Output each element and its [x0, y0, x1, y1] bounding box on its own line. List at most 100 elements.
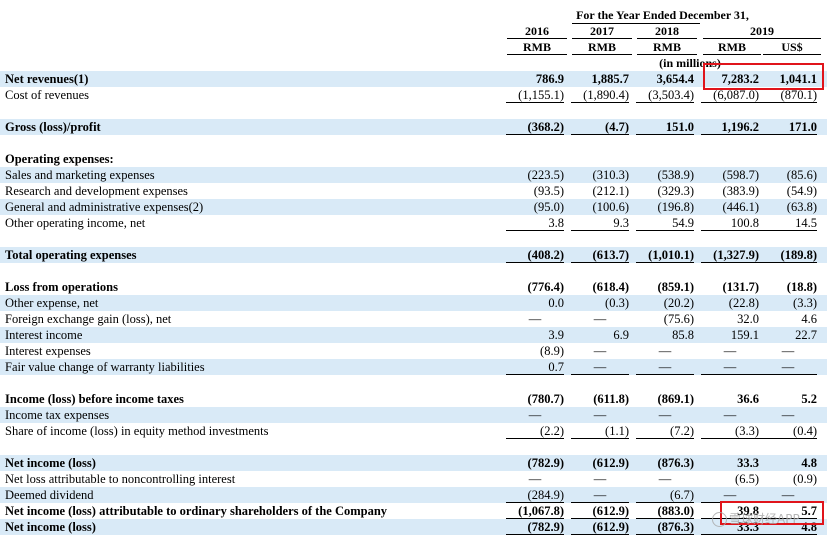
- row-label: Net income (loss): [5, 456, 96, 470]
- row-label: Other expense, net: [5, 296, 99, 310]
- cell-value: —: [759, 359, 817, 375]
- cell-value: 3.9: [548, 328, 564, 342]
- cell-value: 171.0: [759, 119, 817, 135]
- cell-value: —: [701, 359, 759, 375]
- cell-value: —: [593, 312, 607, 326]
- cell-value: (1,010.1): [636, 247, 694, 263]
- row-label: Research and development expenses: [5, 184, 188, 198]
- row-label: Other operating income, net: [5, 216, 146, 230]
- cell-value: 100.8: [701, 215, 759, 231]
- table-row-net-revenues: Net revenues(1) 786.9 1,885.7 3,654.4 7,283.…: [0, 71, 827, 87]
- cell-value: —: [571, 359, 629, 375]
- row-label: Share of income (loss) in equity method …: [5, 424, 269, 438]
- row-label: Net revenues(1): [5, 72, 89, 86]
- cell-value: (1,067.8): [506, 503, 564, 519]
- row-label: Income (loss) before income taxes: [5, 392, 184, 406]
- cell-value: 1,196.2: [701, 119, 759, 135]
- table-row-net-income-total: Net income (loss) (782.9) (612.9) (876.3) 33…: [0, 519, 827, 535]
- cell-value: (54.9): [786, 184, 817, 198]
- table-row-interest-expenses: Interest expenses (8.9) — — — —: [0, 343, 827, 359]
- row-label: Fair value change of warranty liabilitie…: [5, 360, 205, 374]
- cell-value: 4.8: [801, 456, 817, 470]
- cell-value: 3,654.4: [656, 72, 695, 86]
- cell-value: (223.5): [527, 168, 564, 182]
- cell-value: (859.1): [657, 280, 694, 294]
- cell-value: 85.8: [672, 328, 694, 342]
- cell-value: —: [658, 472, 672, 486]
- cell-value: (0.4): [759, 423, 817, 439]
- cell-value: 159.1: [730, 328, 759, 342]
- cell-value: 151.0: [636, 119, 694, 135]
- cell-value: (408.2): [506, 247, 564, 263]
- watermark-logo-icon: [712, 512, 727, 527]
- table-row-fx-gain-loss: Foreign exchange gain (loss), net — — (75.6…: [0, 311, 827, 327]
- cell-value: 22.7: [795, 328, 817, 342]
- cell-value: (7.2): [636, 423, 694, 439]
- table-row-operating-expenses-heading: Operating expenses:: [0, 151, 827, 167]
- currency-2019-usd: US$: [781, 40, 803, 54]
- cell-value: (212.1): [592, 184, 629, 198]
- table-row-fair-value-warranty: Fair value change of warranty liabilitie…: [0, 359, 827, 375]
- cell-value: —: [528, 472, 542, 486]
- cell-value: (22.8): [728, 296, 759, 310]
- cell-value: (63.8): [786, 200, 817, 214]
- cell-value: (368.2): [506, 119, 564, 135]
- cell-value: (75.6): [663, 312, 694, 326]
- cell-value: —: [593, 472, 607, 486]
- cell-value: —: [528, 312, 542, 326]
- year-2018-header: 2018: [655, 24, 679, 38]
- cell-value: (100.6): [592, 200, 629, 214]
- cell-value: (776.4): [527, 280, 564, 294]
- cell-value: (6.5): [735, 472, 759, 486]
- row-label: Interest income: [5, 328, 83, 342]
- cell-value: 786.9: [535, 72, 564, 86]
- cell-value: 9.3: [571, 215, 629, 231]
- cell-value: (310.3): [592, 168, 629, 182]
- cell-value: (1,890.4): [571, 87, 629, 103]
- table-row-interest-income: Interest income 3.9 6.9 85.8 159.1 22.7: [0, 327, 827, 343]
- table-row-share-equity-investments: Share of income (loss) in equity method …: [0, 423, 827, 439]
- cell-value: (1,155.1): [506, 87, 564, 103]
- row-label: Gross (loss)/profit: [5, 120, 101, 134]
- year-2019-header: 2019: [750, 24, 774, 38]
- row-label: Net loss attributable to noncontrolling …: [5, 472, 236, 486]
- cell-value: —: [723, 344, 737, 358]
- cell-value: (93.5): [533, 184, 564, 198]
- row-label: Loss from operations: [5, 280, 118, 294]
- cell-value: 39.8: [701, 503, 759, 519]
- row-label: Interest expenses: [5, 344, 91, 358]
- cell-value: (3.3): [793, 296, 817, 310]
- cell-value: 36.6: [737, 392, 759, 406]
- cell-value: (329.3): [657, 184, 694, 198]
- cell-value: (1,327.9): [701, 247, 759, 263]
- row-label: Income tax expenses: [5, 408, 110, 422]
- cell-value: —: [593, 408, 607, 422]
- row-label: General and administrative expenses(2): [5, 200, 204, 214]
- cell-value: (1.1): [571, 423, 629, 439]
- cell-value: (95.0): [533, 200, 564, 214]
- cell-value: 5.2: [801, 392, 817, 406]
- table-row-cost-of-revenues: Cost of revenues (1,155.1) (1,890.4) (3,503…: [0, 87, 827, 103]
- cell-value: 7,283.2: [721, 72, 760, 86]
- table-row-general-administrative: General and administrative expenses(2) (9…: [0, 199, 827, 215]
- cell-value: 0.7: [506, 359, 564, 375]
- cell-value: (598.7): [722, 168, 759, 182]
- cell-value: (780.7): [527, 392, 564, 406]
- cell-value: 3.8: [506, 215, 564, 231]
- cell-value: (870.1): [759, 87, 817, 103]
- row-label: Total operating expenses: [5, 248, 137, 262]
- cell-value: (131.7): [722, 280, 759, 294]
- cell-value: 1,885.7: [591, 72, 630, 86]
- cell-value: —: [658, 408, 672, 422]
- cell-value: —: [781, 408, 795, 422]
- currency-2017: RMB: [588, 40, 616, 54]
- cell-value: 32.0: [737, 312, 759, 326]
- cell-value: (4.7): [571, 119, 629, 135]
- cell-value: 6.9: [613, 328, 629, 342]
- cell-value: 1,041.1: [779, 72, 818, 86]
- cell-value: 54.9: [636, 215, 694, 231]
- cell-value: (446.1): [722, 200, 759, 214]
- period-title: For the Year Ended December 31,: [576, 8, 749, 22]
- cell-value: —: [571, 487, 629, 503]
